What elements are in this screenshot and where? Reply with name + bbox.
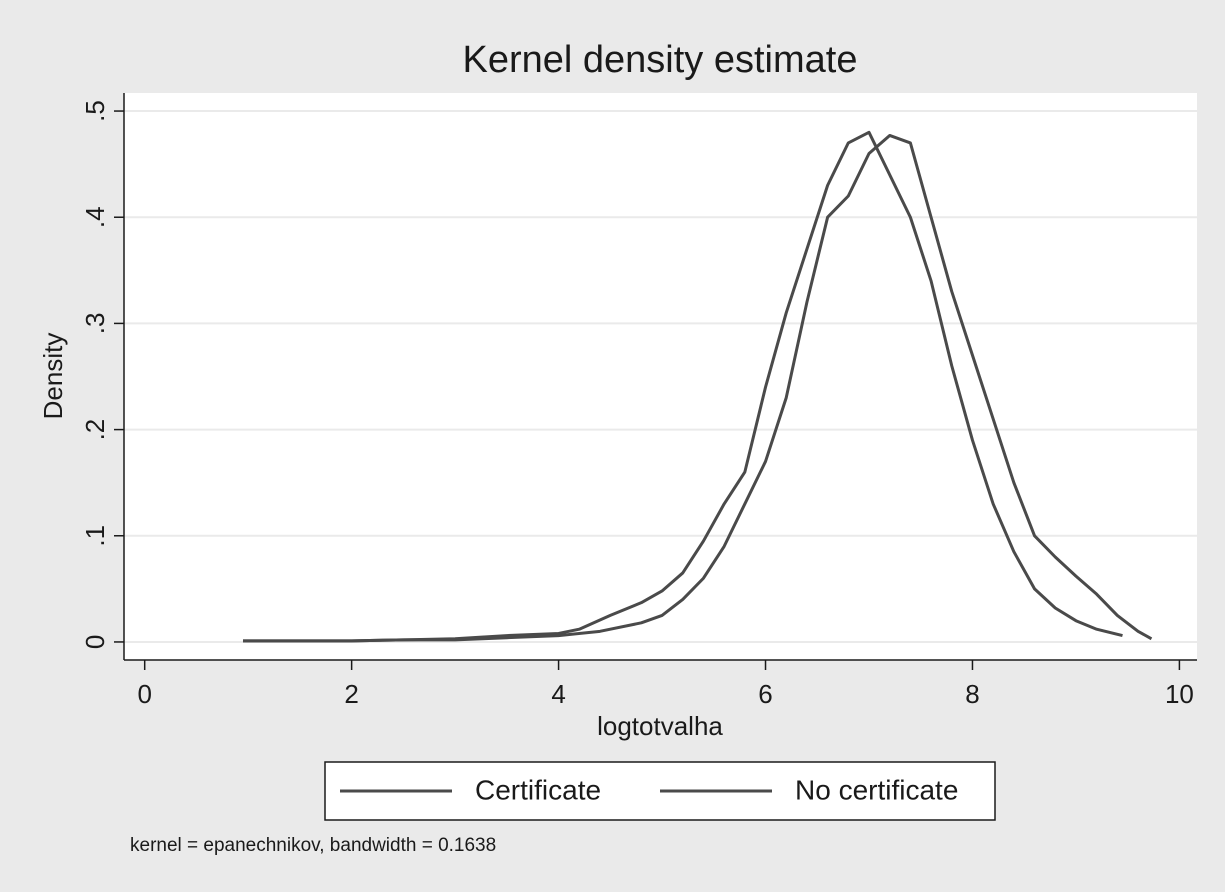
density-line [242, 130, 1123, 643]
density-line [242, 133, 1153, 643]
x-tick-label: 10 [1165, 679, 1194, 709]
x-tick-label: 0 [137, 679, 151, 709]
x-tick-label: 4 [551, 679, 565, 709]
x-tick-label: 8 [965, 679, 979, 709]
legend-label: Certificate [475, 774, 601, 805]
y-tick-label: .3 [80, 313, 110, 335]
y-tick-label: 0 [80, 635, 110, 649]
y-tick-label: .1 [80, 525, 110, 547]
y-tick-label: .4 [80, 206, 110, 228]
x-tick-label: 2 [344, 679, 358, 709]
y-axis-label: Density [38, 333, 68, 420]
legend-label: No certificate [795, 774, 958, 805]
chart-title: Kernel density estimate [463, 39, 858, 81]
y-tick-label: .2 [80, 419, 110, 441]
x-tick-label: 6 [758, 679, 772, 709]
x-axis-label: logtotvalha [597, 711, 723, 741]
note: kernel = epanechnikov, bandwidth = 0.163… [130, 835, 496, 856]
y-tick-label: .5 [80, 100, 110, 122]
plot-area [124, 93, 1197, 660]
